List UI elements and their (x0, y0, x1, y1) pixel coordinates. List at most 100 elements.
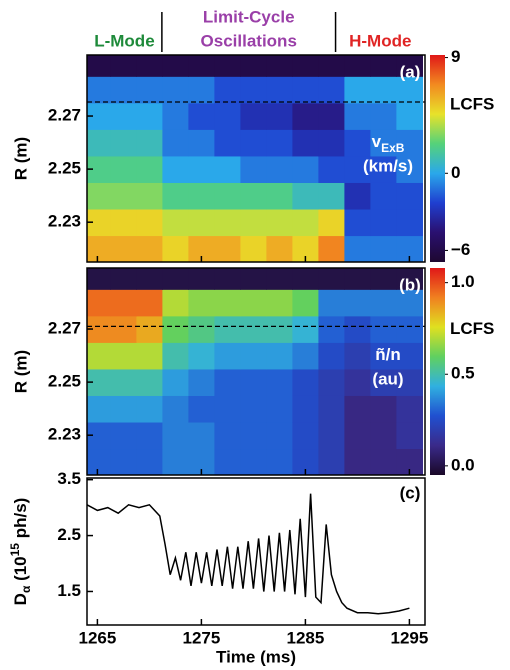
heatmap-cell (344, 421, 371, 450)
heatmap-cell (344, 395, 371, 423)
heatmap-cell (318, 448, 345, 475)
heatmap-cell (370, 55, 397, 77)
heatmap-cell (240, 342, 267, 370)
colorbar-tick-label: 0.5 (451, 364, 475, 383)
regime-label: H-Mode (349, 31, 411, 50)
heatmap-cell (292, 289, 319, 317)
heatmap-cell (240, 268, 267, 290)
heatmap-cell (188, 76, 215, 104)
heatmap-cell (344, 155, 371, 183)
ylabel-sub: α (19, 585, 33, 593)
y-tick-label: 3.5 (57, 469, 81, 488)
heatmap-cell (214, 342, 241, 370)
heatmap-cell (266, 235, 293, 262)
heatmap-cell (162, 421, 189, 450)
heatmap-cell (318, 102, 345, 130)
lcfs-label: LCFS (450, 319, 494, 338)
heatmap-cell (110, 208, 137, 237)
ylabel-post: ph/s) (11, 498, 30, 543)
heatmap-cell (110, 129, 137, 157)
heatmap-cell (87, 182, 111, 210)
heatmap-cell (136, 315, 163, 343)
heatmap-cell (188, 155, 215, 183)
heatmap-cell (344, 289, 371, 317)
heatmap-cell (370, 342, 397, 370)
heatmap-cell (318, 289, 345, 317)
heatmap-cell (136, 208, 163, 237)
heatmap-cell (240, 129, 267, 157)
heatmap-cell (214, 395, 241, 423)
heatmap-cell (396, 268, 423, 290)
heatmap-cell (292, 208, 319, 237)
heatmap-cell (240, 421, 267, 450)
y-tick-label: 2.27 (48, 319, 81, 338)
field-subscript: ExB (381, 141, 405, 155)
heatmap-cell (240, 395, 267, 423)
colorbar-tick-label: 0 (451, 163, 460, 182)
heatmap-cell (188, 342, 215, 370)
heatmap-cell (318, 421, 345, 450)
heatmap-cell (87, 76, 111, 104)
heatmap-cell (136, 76, 163, 104)
heatmap-cell (240, 55, 267, 77)
colorbar-tick-label: −6 (451, 240, 470, 259)
heatmap-cell (318, 268, 345, 290)
heatmap-cell (214, 421, 241, 450)
heatmap-cell (214, 182, 241, 210)
colorbar-tick-label: 1.0 (451, 272, 475, 291)
heatmap-cell (214, 235, 241, 262)
heatmap-cell (110, 395, 137, 423)
heatmap-cell (266, 208, 293, 237)
trace (86, 493, 410, 615)
lcfs-label: LCFS (450, 94, 494, 113)
heatmap-cell (136, 182, 163, 210)
heatmap-cell (292, 76, 319, 104)
heatmap-cell (344, 315, 371, 343)
heatmap-cell (318, 76, 345, 104)
heatmap-cell (240, 208, 267, 237)
heatmap-cell (188, 395, 215, 423)
heatmap-cell (292, 155, 319, 183)
heatmap-cell (136, 155, 163, 183)
heatmap-cell (110, 102, 137, 130)
heatmap-cell (396, 289, 423, 317)
y-tick-label: 1.5 (57, 581, 81, 600)
heatmap-cell (162, 289, 189, 317)
heatmap-cell (396, 182, 423, 210)
y-axis-label: R (m) (11, 350, 30, 393)
heatmap-cell (136, 129, 163, 157)
heatmap-cell (318, 235, 345, 262)
heatmap-cell (188, 182, 215, 210)
heatmap-cell (370, 129, 397, 157)
heatmap-cell (240, 182, 267, 210)
heatmap-cell (136, 448, 163, 475)
heatmap-cell (344, 208, 371, 237)
heatmap-cell (370, 208, 397, 237)
heatmap-cell (188, 208, 215, 237)
heatmap-cell (240, 76, 267, 104)
heatmap-cell (266, 395, 293, 423)
heatmap-cell (162, 76, 189, 104)
heatmap-cell (344, 268, 371, 290)
heatmap-cell (87, 289, 111, 317)
heatmap-cell (240, 448, 267, 475)
heatmap-cell (292, 55, 319, 77)
heatmap-cell (110, 55, 137, 77)
heatmap-cell (396, 315, 423, 343)
heatmap-cells (87, 268, 423, 475)
heatmap-cell (396, 102, 423, 130)
y-tick-label: 2.5 (57, 525, 81, 544)
field-units: (km/s) (363, 156, 413, 175)
heatmap-cell (162, 395, 189, 423)
x-tick-label: 1295 (390, 628, 428, 647)
y-tick-label: 2.25 (48, 159, 81, 178)
x-axis-label: Time (ms) (216, 647, 296, 666)
heatmap-cell (292, 102, 319, 130)
heatmap-cell (136, 395, 163, 423)
heatmap-cell (344, 129, 371, 157)
heatmap-cell (188, 368, 215, 396)
heatmap-cell (87, 55, 111, 77)
heatmap-cell (162, 448, 189, 475)
heatmap-cell (136, 235, 163, 262)
colorbar (430, 55, 445, 262)
